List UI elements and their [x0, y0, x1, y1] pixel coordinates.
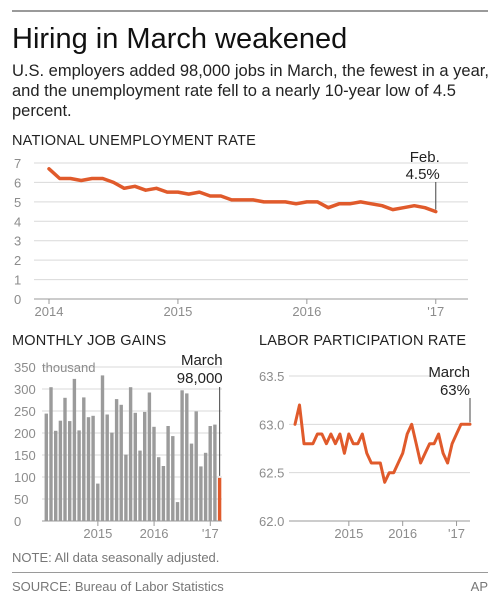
y-tick-label: 63.0	[259, 417, 284, 432]
job-gain-bar	[171, 436, 175, 521]
job-gain-bar	[68, 421, 72, 521]
job-gain-bar	[58, 420, 63, 521]
y-tick-label: 300	[14, 382, 36, 397]
y-tick-label: 5	[14, 195, 21, 210]
y-tick-label: 200	[14, 426, 36, 441]
y-tick-label: 2	[14, 253, 21, 268]
annotation-value: 98,000	[177, 370, 223, 387]
job-gain-bar	[119, 404, 123, 521]
y-tick-label: 4	[14, 214, 21, 229]
job-gain-bar	[194, 411, 198, 521]
job-gain-bar	[54, 430, 58, 521]
job-gain-bar	[152, 426, 156, 521]
unemployment-chart-title: NATIONAL UNEMPLOYMENT RATE	[12, 133, 256, 149]
job-gain-bar	[124, 454, 128, 521]
annotation-value: 4.5%	[406, 166, 440, 183]
x-tick-label: 2016	[388, 526, 417, 541]
x-tick-label: 2016	[140, 526, 169, 541]
job-gain-bar	[86, 417, 91, 521]
participation-chart-title: LABOR PARTICIPATION RATE	[259, 333, 467, 349]
job-gain-bar	[114, 399, 119, 521]
x-tick-label: '17	[427, 304, 444, 319]
job-gain-bar	[100, 375, 105, 521]
job-gain-bar	[82, 397, 86, 521]
x-tick-label: 2016	[292, 304, 321, 319]
job-gain-bar	[143, 411, 147, 521]
y-tick-label: 0	[14, 514, 21, 529]
job-gain-bar	[217, 477, 222, 521]
annotation-value: 63%	[440, 382, 470, 399]
job-gain-bar	[110, 432, 114, 521]
job-gain-bar	[180, 390, 184, 521]
job-gain-bar	[91, 415, 95, 521]
job-gain-bar	[105, 414, 109, 521]
job-gain-bar	[49, 387, 53, 521]
job-gain-bar	[203, 452, 208, 521]
y-tick-label: 100	[14, 470, 36, 485]
bottom-rule	[12, 572, 488, 573]
y-tick-label: 50	[14, 492, 28, 507]
job-gain-bar	[72, 378, 77, 521]
source-line: SOURCE: Bureau of Labor Statistics	[12, 579, 224, 594]
y-unit-label: thousand	[42, 360, 96, 375]
credit-line: AP	[470, 579, 488, 594]
y-tick-label: 62.0	[259, 514, 284, 529]
top-rule	[12, 10, 488, 12]
y-tick-label: 62.5	[259, 466, 284, 481]
y-tick-label: 6	[14, 175, 21, 190]
y-tick-label: 350	[14, 360, 36, 375]
y-tick-label: 150	[14, 448, 36, 463]
page-subtitle: U.S. employers added 98,000 jobs in Marc…	[12, 62, 489, 120]
x-tick-label: '17	[448, 526, 465, 541]
annotation-label: March	[428, 364, 470, 381]
participation-line	[293, 403, 472, 484]
job-gain-bar	[133, 412, 137, 521]
data-note: NOTE: All data seasonally adjusted.	[12, 550, 220, 565]
job-gain-bar	[44, 413, 48, 521]
job-gain-bar	[96, 483, 100, 521]
x-tick-label: '17	[202, 526, 219, 541]
job-gain-bar	[166, 426, 170, 521]
annotation-label: Feb.	[410, 149, 440, 166]
y-tick-label: 0	[14, 292, 21, 307]
job-gain-bar	[147, 392, 152, 521]
job-gain-bar	[161, 466, 166, 521]
y-tick-label: 250	[14, 404, 36, 419]
job-gain-bar	[189, 443, 194, 521]
x-tick-label: 2015	[83, 526, 112, 541]
annotation-label: March	[181, 352, 223, 369]
job-gain-bar	[63, 397, 67, 521]
job-gains-chart-title: MONTHLY JOB GAINS	[12, 333, 167, 349]
job-gain-bar	[175, 502, 180, 521]
y-tick-label: 3	[14, 234, 21, 249]
x-tick-label: 2015	[334, 526, 363, 541]
page-title: Hiring in March weakened	[12, 23, 348, 55]
job-gain-bar	[185, 393, 189, 521]
y-tick-label: 63.5	[259, 369, 284, 384]
y-tick-label: 7	[14, 156, 21, 171]
job-gain-bar	[213, 424, 217, 521]
job-gain-bar	[208, 426, 212, 521]
job-gain-bar	[77, 430, 81, 521]
job-gain-bar	[157, 457, 161, 521]
x-tick-label: 2015	[163, 304, 192, 319]
job-gain-bar	[199, 466, 203, 521]
job-gain-bar	[128, 387, 133, 521]
unemployment-line	[47, 167, 438, 214]
job-gain-bar	[138, 450, 142, 521]
x-tick-label: 2014	[35, 304, 64, 319]
y-tick-label: 1	[14, 273, 21, 288]
